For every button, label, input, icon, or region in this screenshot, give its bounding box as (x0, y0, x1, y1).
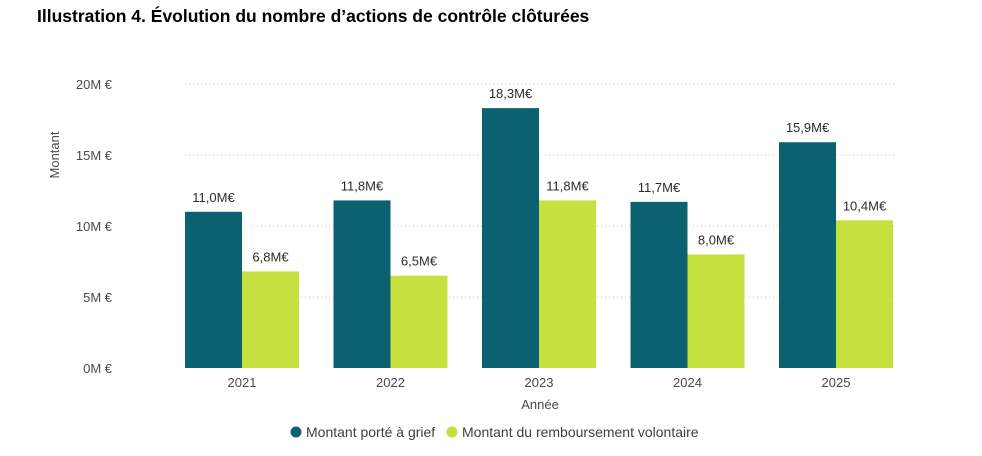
bar-remboursement-2023 (539, 200, 596, 368)
y-axis-title: Montant (47, 131, 62, 178)
data-label-remboursement-2023: 11,8M€ (546, 178, 589, 193)
data-label-grief-2022: 11,8M€ (341, 178, 384, 193)
data-label-remboursement-2024: 8,0M€ (698, 232, 735, 247)
bar-remboursement-2022 (390, 275, 448, 368)
y-tick-label-0: 0M € (83, 361, 113, 376)
data-label-grief-2025: 15,9M€ (786, 120, 830, 135)
legend-label-remboursement: Montant du remboursement volontaire (462, 424, 699, 440)
bar-remboursement-2025 (836, 220, 893, 368)
bar-grief-2022 (333, 200, 391, 368)
x-axis-title: Année (521, 397, 559, 412)
data-label-remboursement-2025: 10,4M€ (843, 198, 887, 213)
data-label-remboursement-2021: 6,8M€ (252, 249, 289, 264)
chart-title: Illustration 4. Évolution du nombre d’ac… (37, 6, 590, 26)
y-axis-ticks: 0M € 5M € 10M € 15M € 20M € (76, 77, 113, 376)
bar-grief-2025 (779, 142, 836, 368)
bar-grief-2021 (185, 211, 242, 368)
legend-label-grief: Montant porté à grief (306, 424, 435, 440)
x-tick-label-2025: 2025 (822, 375, 851, 390)
legend-marker-remboursement (446, 426, 458, 438)
legend-marker-grief (290, 426, 302, 438)
data-label-grief-2023: 18,3M€ (489, 86, 533, 101)
x-tick-label-2024: 2024 (673, 375, 702, 390)
bar-grief-2024 (630, 201, 688, 368)
data-label-remboursement-2022: 6,5M€ (401, 254, 438, 269)
bar-remboursement-2024 (687, 254, 745, 368)
x-tick-label-2021: 2021 (228, 375, 257, 390)
x-tick-label-2022: 2022 (376, 375, 405, 390)
x-axis-ticks: 2021 2022 2023 2024 2025 (228, 375, 851, 390)
y-tick-label-15: 15M € (76, 148, 113, 163)
bar-grief-2023 (482, 108, 539, 368)
x-tick-label-2023: 2023 (525, 375, 554, 390)
y-tick-label-20: 20M € (76, 77, 113, 92)
legend: Montant porté à grief Montant du rembours… (290, 424, 699, 440)
data-label-grief-2021: 11,0M€ (192, 190, 235, 205)
bar-remboursement-2021 (242, 271, 299, 368)
bars: 11,0M€ 6,8M€ 11,8M€ 6,5M€ 18,3M€ 11,8M€ 11,7M€… (185, 86, 893, 368)
y-tick-label-5: 5M € (83, 290, 113, 305)
y-tick-label-10: 10M € (76, 219, 113, 234)
data-label-grief-2024: 11,7M€ (638, 180, 681, 195)
